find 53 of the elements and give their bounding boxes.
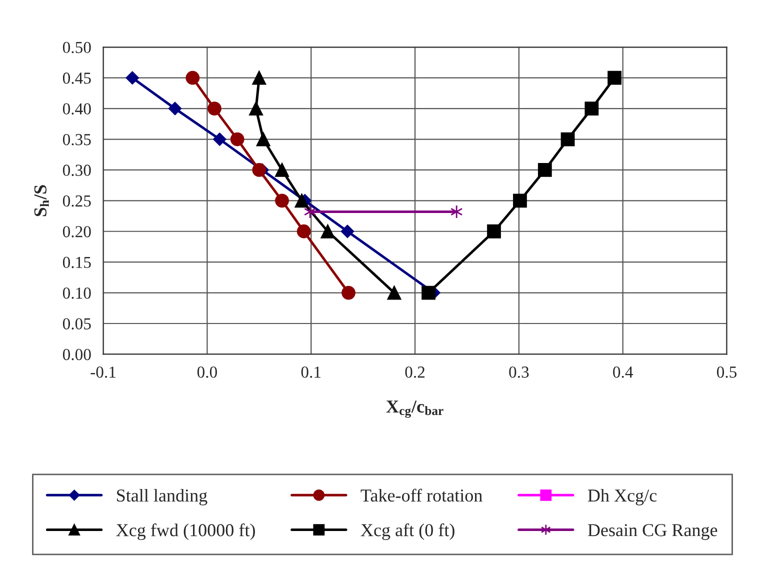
point	[252, 70, 266, 85]
x-tick-label: 0.2	[405, 366, 425, 378]
point	[342, 286, 356, 300]
point	[584, 102, 599, 116]
point	[126, 71, 139, 84]
legend-label: Xcg fwd (10000 ft)	[116, 523, 255, 540]
point	[213, 132, 226, 146]
x-tick-label: 0.1	[301, 366, 321, 378]
point	[249, 102, 263, 116]
y-tick-label: 0.20	[62, 226, 91, 238]
point	[340, 224, 354, 238]
point	[252, 163, 266, 177]
point	[320, 224, 335, 238]
point	[487, 224, 501, 238]
point	[186, 70, 200, 85]
point	[168, 102, 182, 116]
y-tick-label: 0.25	[62, 195, 91, 207]
legend-label: Desain CG Range	[588, 524, 718, 540]
y-tick-label: 0.40	[62, 103, 91, 115]
y-tick-label: 0.10	[62, 287, 91, 299]
x-tick-label: -0.1	[90, 366, 116, 378]
x-tick-label: 0.3	[509, 366, 529, 378]
point	[294, 194, 309, 208]
point	[422, 286, 436, 300]
y-tick-label: 0.00	[62, 348, 91, 360]
point	[304, 204, 316, 219]
legend-label: Dh Xcg/c	[588, 488, 657, 506]
point	[256, 132, 270, 146]
legend-label: Take-off rotation	[360, 488, 482, 502]
point	[275, 194, 289, 208]
x-tick-label: 0.5	[716, 366, 737, 378]
point	[560, 132, 575, 146]
point	[538, 163, 552, 177]
point	[275, 163, 289, 177]
y-tick-label: 0.50	[62, 42, 91, 54]
point	[450, 204, 463, 219]
y-tick-label: 0.30	[62, 164, 91, 176]
point	[513, 194, 527, 208]
point	[387, 286, 402, 300]
x-tick-label: 0.0	[197, 366, 217, 378]
point	[230, 132, 244, 146]
x-axis-title: X$_{cg}$/c$_{bar}$	[386, 400, 444, 418]
y-axis-title: S$_{h}$/S	[34, 185, 49, 216]
y-tick-label: 0.15	[62, 256, 91, 268]
y-tick-label: 0.35	[62, 134, 91, 146]
y-tick-label: 0.05	[62, 318, 91, 330]
y-tick-label: 0.45	[62, 72, 91, 84]
point	[608, 70, 622, 85]
x-tick-label: 0.4	[613, 366, 633, 378]
point	[296, 224, 311, 238]
legend-label: Xcg aft (0 ft)	[360, 523, 454, 540]
legend-label: Stall landing	[117, 488, 208, 506]
point	[208, 102, 222, 116]
